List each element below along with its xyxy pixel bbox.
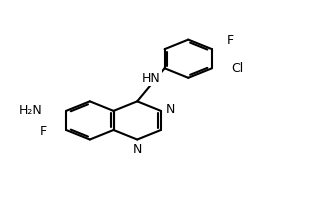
- Text: F: F: [227, 34, 234, 47]
- Text: F: F: [40, 125, 47, 138]
- Text: N: N: [132, 143, 142, 156]
- Text: N: N: [165, 103, 175, 116]
- Text: H₂N: H₂N: [19, 104, 43, 117]
- Text: HN: HN: [142, 72, 160, 85]
- Text: Cl: Cl: [231, 62, 244, 75]
